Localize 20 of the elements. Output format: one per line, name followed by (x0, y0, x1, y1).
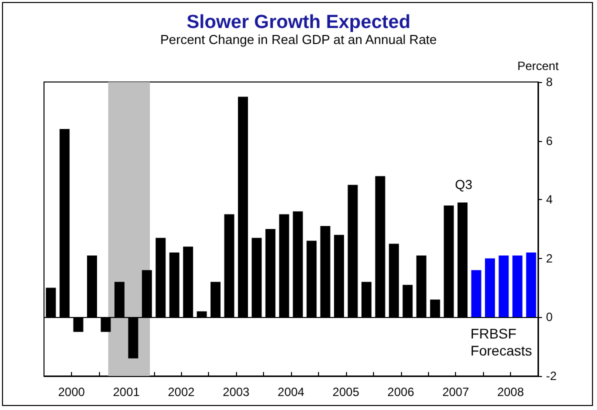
y-tick-label: 6 (546, 134, 553, 148)
x-tick-label: 2000 (58, 385, 86, 399)
y-tick-label: 2 (546, 251, 553, 266)
x-tick-label: 2008 (497, 385, 524, 399)
annotation: Q3 (455, 177, 472, 192)
x-tick-label: 2007 (442, 385, 470, 399)
y-tick-label: 8 (546, 75, 553, 89)
x-tick-label: 2004 (278, 385, 305, 399)
y-tick-label: 4 (546, 192, 553, 207)
x-tick-label: 2003 (222, 385, 250, 399)
x-tick-label: 2002 (168, 385, 195, 399)
y-tick-label: -2 (546, 369, 557, 383)
y-tick-label: 0 (546, 310, 553, 324)
annotation: FRBSF Forecasts (470, 326, 532, 359)
chart-subtitle: Percent Change in Real GDP at an Annual Rate (160, 32, 437, 47)
x-tick-label: 2001 (112, 385, 140, 399)
chart-title: Slower Growth Expected (186, 12, 410, 33)
x-tick-label: 2006 (387, 385, 414, 399)
x-tick-label: 2005 (332, 385, 360, 399)
y-axis-title: Percent (517, 59, 560, 73)
